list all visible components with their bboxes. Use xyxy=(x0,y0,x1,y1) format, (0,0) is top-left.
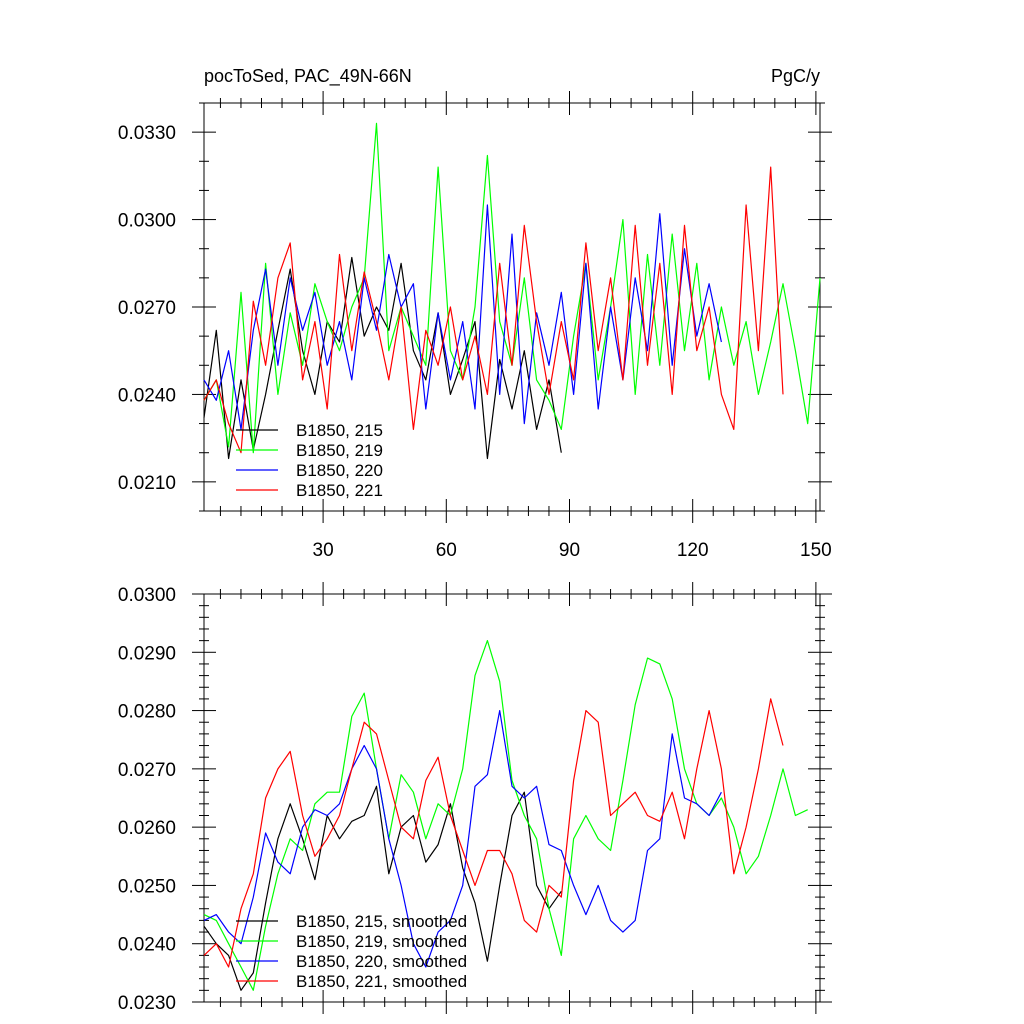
top-series-group xyxy=(203,122,821,460)
y-tick-label: 0.0280 xyxy=(118,702,176,723)
legend-label-2: B1850, 219 xyxy=(296,441,383,460)
y-tick-label: 0.0230 xyxy=(118,993,176,1014)
x-tick-label: 120 xyxy=(677,540,709,561)
legend-label-2: B1850, 219, smoothed xyxy=(296,932,467,951)
x-tick-label: 60 xyxy=(436,540,457,561)
bottom-series-group xyxy=(203,639,808,991)
y-tick-label: 0.0240 xyxy=(118,935,176,956)
y-tick-label: 0.0300 xyxy=(118,585,176,606)
y-tick-label: 0.0300 xyxy=(118,211,176,232)
series-line-4 xyxy=(203,698,784,968)
y-tick-label: 0.0210 xyxy=(118,473,176,494)
x-tick-label: 30 xyxy=(313,540,334,561)
series-line-1 xyxy=(203,785,562,991)
y-tick-label: 0.0270 xyxy=(118,298,176,319)
series-line-3 xyxy=(203,709,722,968)
bottom-plot-frame xyxy=(203,593,821,1003)
top-axis-ticks: 30 60 90 120 150 0.0210 0.0240 0.0270 0.0300 0.03… xyxy=(118,91,832,561)
legend-label-4: B1850, 221, smoothed xyxy=(296,972,467,991)
legend-label-3: B1850, 220 xyxy=(296,461,383,480)
top-title-left: pocToSed, PAC_49N-66N xyxy=(204,66,412,87)
y-tick-label: 0.0250 xyxy=(118,876,176,897)
y-tick-label: 0.0290 xyxy=(118,643,176,664)
bottom-axis-ticks: 0.0230 0.0240 0.0250 0.0260 0.0270 0.0280 0.02… xyxy=(118,582,832,1014)
y-tick-label: 0.0330 xyxy=(118,123,176,144)
legend-label-1: B1850, 215 xyxy=(296,421,383,440)
series-line-3 xyxy=(203,204,722,430)
top-panel: pocToSed, PAC_49N-66N PgC/y 30 60 90 120 150… xyxy=(118,66,832,561)
legend-label-1: B1850, 215, smoothed xyxy=(296,912,467,931)
series-line-4 xyxy=(203,166,784,454)
legend-label-4: B1850, 221 xyxy=(296,481,383,500)
top-title-right: PgC/y xyxy=(771,66,820,86)
y-tick-label: 0.0240 xyxy=(118,385,176,406)
y-tick-label: 0.0260 xyxy=(118,818,176,839)
bottom-panel: 0.0230 0.0240 0.0250 0.0260 0.0270 0.0280 0.02… xyxy=(118,582,832,1014)
legend-label-3: B1850, 220, smoothed xyxy=(296,952,467,971)
x-tick-label: 90 xyxy=(559,540,580,561)
series-line-2 xyxy=(203,122,821,454)
x-tick-label: 150 xyxy=(800,540,832,561)
y-tick-label: 0.0270 xyxy=(118,760,176,781)
